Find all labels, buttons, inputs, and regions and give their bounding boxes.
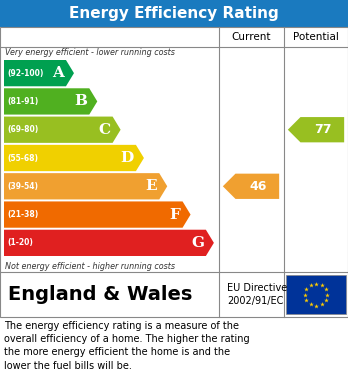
- Text: (92-100): (92-100): [7, 69, 44, 78]
- Text: B: B: [74, 95, 87, 108]
- Text: EU Directive
2002/91/EC: EU Directive 2002/91/EC: [227, 283, 287, 306]
- Text: Not energy efficient - higher running costs: Not energy efficient - higher running co…: [5, 262, 175, 271]
- Polygon shape: [4, 60, 74, 86]
- Text: A: A: [52, 66, 64, 80]
- Bar: [286, 275, 346, 314]
- Text: E: E: [145, 179, 157, 193]
- Polygon shape: [223, 174, 279, 199]
- Text: (39-54): (39-54): [7, 182, 38, 191]
- Text: Current: Current: [231, 32, 271, 42]
- Polygon shape: [4, 88, 97, 115]
- Text: (69-80): (69-80): [7, 125, 38, 134]
- Text: England & Wales: England & Wales: [8, 285, 192, 304]
- Text: (55-68): (55-68): [7, 154, 38, 163]
- Polygon shape: [288, 117, 344, 142]
- Polygon shape: [4, 230, 214, 256]
- Text: F: F: [170, 208, 181, 222]
- Text: C: C: [98, 123, 111, 137]
- Text: D: D: [121, 151, 134, 165]
- Text: G: G: [191, 236, 204, 250]
- Polygon shape: [4, 145, 144, 171]
- Text: The energy efficiency rating is a measure of the
overall efficiency of a home. T: The energy efficiency rating is a measur…: [4, 321, 250, 371]
- Text: Very energy efficient - lower running costs: Very energy efficient - lower running co…: [5, 48, 175, 57]
- Text: 77: 77: [314, 123, 332, 136]
- Bar: [0, 27, 348, 317]
- Polygon shape: [4, 201, 191, 228]
- Bar: [0, 0, 348, 27]
- Text: (1-20): (1-20): [7, 239, 33, 248]
- Text: (21-38): (21-38): [7, 210, 38, 219]
- Text: (81-91): (81-91): [7, 97, 38, 106]
- Polygon shape: [4, 117, 121, 143]
- Polygon shape: [4, 173, 167, 199]
- Text: Energy Efficiency Rating: Energy Efficiency Rating: [69, 6, 279, 21]
- Text: Potential: Potential: [293, 32, 339, 42]
- Text: 46: 46: [250, 180, 267, 193]
